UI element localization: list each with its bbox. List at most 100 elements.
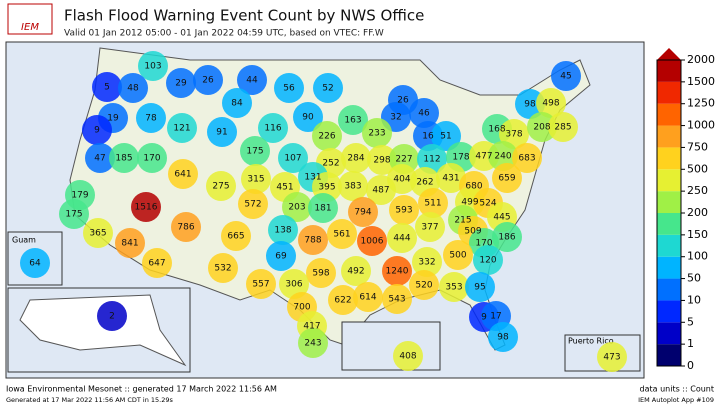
office-count: 572: [244, 200, 261, 210]
colorbar-tick-label: 200: [687, 206, 708, 219]
colorbar-bin: [657, 81, 681, 104]
office-count: 492: [347, 267, 364, 277]
office-count: 64: [29, 259, 41, 269]
office-count: 208: [533, 123, 550, 133]
office-count: 262: [416, 178, 433, 188]
office-count: 383: [344, 182, 361, 192]
office-area: [512, 143, 542, 173]
office-area: [268, 215, 298, 245]
office-count: 170: [475, 239, 492, 249]
office-area: [298, 328, 328, 358]
office-count: 98: [497, 333, 509, 343]
office-count: 284: [347, 154, 364, 164]
office-count: 641: [174, 170, 191, 180]
colorbar-tick-label: 50: [687, 272, 701, 285]
office-area: [258, 113, 288, 143]
office-count: 90: [302, 113, 314, 123]
office-area: [274, 73, 304, 103]
office-count: 841: [121, 239, 138, 249]
colorbar-outline: [656, 59, 682, 367]
office-area: [137, 143, 167, 173]
office-count: 17: [490, 312, 501, 322]
office-count: 444: [393, 234, 410, 244]
office-area: [131, 192, 161, 222]
office-area: [142, 248, 172, 278]
office-area: [238, 189, 268, 219]
office-area: [293, 102, 323, 132]
colorbar-bin: [657, 191, 681, 213]
office-area: [59, 199, 89, 229]
colorbar-tick-label: 500: [687, 162, 708, 175]
office-count: 306: [285, 280, 302, 290]
footer-left-2: Generated at 17 Mar 2022 11:56 AM CDT in…: [6, 396, 174, 404]
office-area: [312, 121, 342, 151]
office-area: [409, 98, 439, 128]
office-count: 700: [293, 303, 310, 313]
office-area: [536, 88, 566, 118]
office-count: 543: [388, 295, 405, 305]
office-count: 226: [318, 132, 335, 142]
office-area: [348, 197, 378, 227]
office-count: 227: [395, 155, 412, 165]
colorbar-bin: [657, 125, 681, 148]
office-count: 69: [275, 252, 287, 262]
office-count: 121: [173, 124, 190, 134]
office-count: 252: [322, 159, 339, 169]
colorbar-bin: [657, 278, 681, 301]
office-count: 107: [284, 154, 301, 164]
office-area: [118, 73, 148, 103]
office-count: 178: [452, 153, 469, 163]
office-area: [306, 258, 336, 288]
office-count: 116: [264, 124, 281, 134]
office-area: [338, 105, 368, 135]
colorbar-tick-label: 1500: [687, 75, 715, 88]
colorbar-tick-label: 750: [687, 140, 708, 153]
office-count: 48: [127, 84, 139, 94]
office-count: 395: [318, 183, 335, 193]
title: Flash Flood Warning Event Count by NWS O…: [64, 7, 424, 25]
office-count: 431: [442, 174, 459, 184]
colorbar-tick-label: 1: [687, 337, 694, 350]
office-area: [308, 193, 338, 223]
office-count: 19: [107, 114, 119, 124]
office-area: [436, 163, 466, 193]
footer-right-2: IEM Autoplot App #109: [638, 396, 714, 404]
office-area: [328, 285, 358, 315]
logo: IEM: [21, 22, 39, 33]
office-area: [171, 212, 201, 242]
footer-left-1: Iowa Environmental Mesonet :: generated …: [6, 385, 277, 394]
office-count: 175: [246, 147, 263, 157]
office-area: [115, 228, 145, 258]
office-area: [246, 269, 276, 299]
office-count: 95: [474, 283, 485, 293]
office-count: 240: [494, 152, 511, 162]
office-area: [473, 245, 503, 275]
office-count: 163: [344, 116, 361, 126]
office-area: [166, 68, 196, 98]
office-count: 179: [71, 191, 88, 201]
office-area: [240, 136, 270, 166]
office-count: 499: [461, 198, 478, 208]
office-area: [237, 65, 267, 95]
office-count: 170: [143, 154, 160, 164]
office-area: [393, 341, 423, 371]
office-area: [387, 223, 417, 253]
office-count: 2: [109, 312, 115, 322]
office-count: 665: [227, 232, 244, 242]
office-area: [83, 218, 113, 248]
colorbar-tick-label: 100: [687, 250, 708, 263]
office-count: 532: [214, 264, 231, 274]
office-count: 332: [418, 258, 435, 268]
office-count: 786: [177, 223, 194, 233]
alaska-land: [19, 294, 187, 367]
office-count: 1240: [386, 267, 409, 277]
footer-right-1: data units :: Count: [640, 385, 714, 394]
colorbar-bin: [657, 322, 681, 345]
office-count: 84: [231, 99, 243, 109]
office-area: [492, 222, 522, 252]
office-area: [313, 73, 343, 103]
office-count: 557: [252, 280, 269, 290]
office-area: [136, 103, 166, 133]
